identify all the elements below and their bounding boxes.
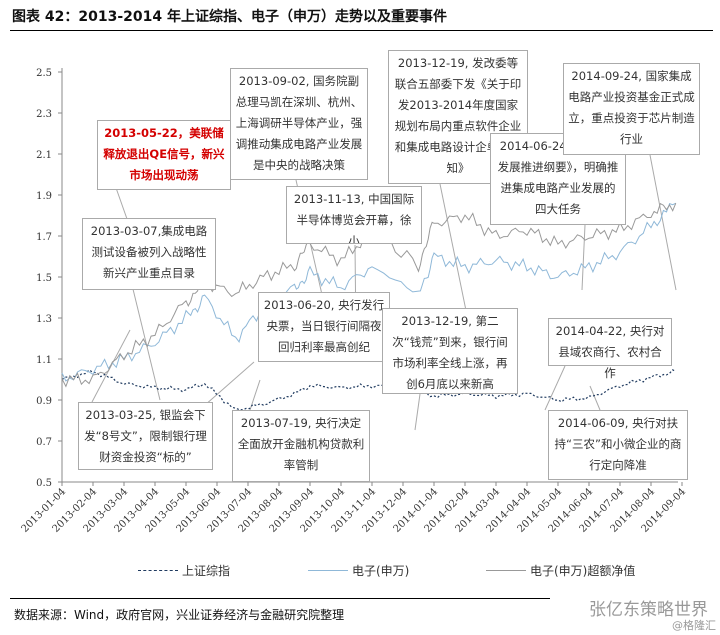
y-tick-label: 0.5	[36, 478, 52, 489]
annotation-leader-line	[439, 183, 471, 331]
legend-swatch	[486, 570, 526, 571]
y-tick-label: 1.3	[36, 314, 52, 325]
annotation-leader-line	[544, 365, 566, 411]
title-rule	[10, 30, 713, 31]
annotation-leader-line	[131, 284, 161, 401]
y-tick-label: 2.3	[36, 109, 52, 120]
watermark-sub: @格隆汇	[672, 619, 716, 632]
annotation-box: 2014-04-22, 央行对县域农商行、农村合作	[548, 318, 672, 380]
series-line-0	[61, 369, 677, 411]
annotation-box: 2013-06-20, 央行发行央票，当日银行间隔夜回归利率最高创纪	[258, 292, 390, 362]
plot-area: 2.52.32.11.91.71.51.31.10.90.70.52013-01…	[20, 68, 688, 535]
legend-item-electronics: 电子(申万)	[308, 562, 409, 579]
y-tick-label: 1.7	[36, 232, 52, 243]
annotation-leader-line	[589, 385, 601, 411]
legend-label: 上证综指	[182, 564, 231, 578]
y-tick-label: 2.1	[36, 150, 52, 161]
watermark: 张亿东策略世界	[589, 600, 708, 620]
annotation-box: 2014-06-09, 央行对扶持“三农”和小微企业的商行定向降准	[548, 410, 688, 480]
legend-label: 电子(申万)超额净值	[530, 564, 636, 578]
y-tick-label: 0.7	[36, 437, 52, 448]
y-tick-label: 0.9	[36, 396, 52, 407]
legend-swatch	[138, 570, 178, 571]
y-tick-label: 1.1	[36, 355, 52, 366]
annotation-box: 2013-05-22，美联储释放退出QE信号，新兴市场出现动荡	[97, 120, 231, 190]
legend-swatch	[308, 570, 348, 571]
annotation-leader-line	[649, 154, 677, 291]
legend-item-shanghai: 上证综指	[138, 562, 230, 579]
annotation-leader-line	[581, 224, 586, 291]
figure-title: 图表 42：2013-2014 年上证综指、电子（申万）走势以及重要事件	[12, 9, 447, 25]
y-tick-label: 2.5	[36, 68, 52, 79]
y-tick-label: 1.9	[36, 191, 52, 202]
annotation-box: 2013-07-19, 央行决定全面放开金融机构贷款利率管制	[232, 410, 370, 482]
annotation-box: 2013-11-13, 中国国际半导体博览会开幕，徐小	[286, 186, 422, 244]
legend-item-excess: 电子(申万)超额净值	[486, 562, 635, 579]
annotation-box: 2013-12-19, 第二次“钱荒”到来，银行间市场利率全线上涨，再创6月底以…	[382, 308, 518, 394]
annotation-box: 2014-09-24, 国家集成电路产业投资基金正式成立，重点投资于芯片制造行业	[563, 63, 700, 155]
source-note: 数据来源：Wind，政府官网，兴业证券经济与金融研究院整理	[14, 608, 345, 622]
annotation-box: 2013-03-25, 银监会下发“8号文”，限制银行理财资金投资“标的”	[78, 402, 213, 470]
annotation-box: 2013-03-07,集成电路测试设备被列入战略性新兴产业重点目录	[82, 218, 216, 290]
annotation-box: 2013-09-02, 国务院副总理马凯在深圳、杭州、上海调研半导体产业，强调推…	[230, 68, 368, 180]
series-line-2	[61, 202, 677, 388]
footer-rule	[10, 598, 550, 599]
annotation-leader-line	[414, 393, 421, 431]
legend-label: 电子(申万)	[352, 564, 410, 578]
y-tick-label: 1.5	[36, 273, 52, 284]
series-line-1	[61, 202, 677, 382]
